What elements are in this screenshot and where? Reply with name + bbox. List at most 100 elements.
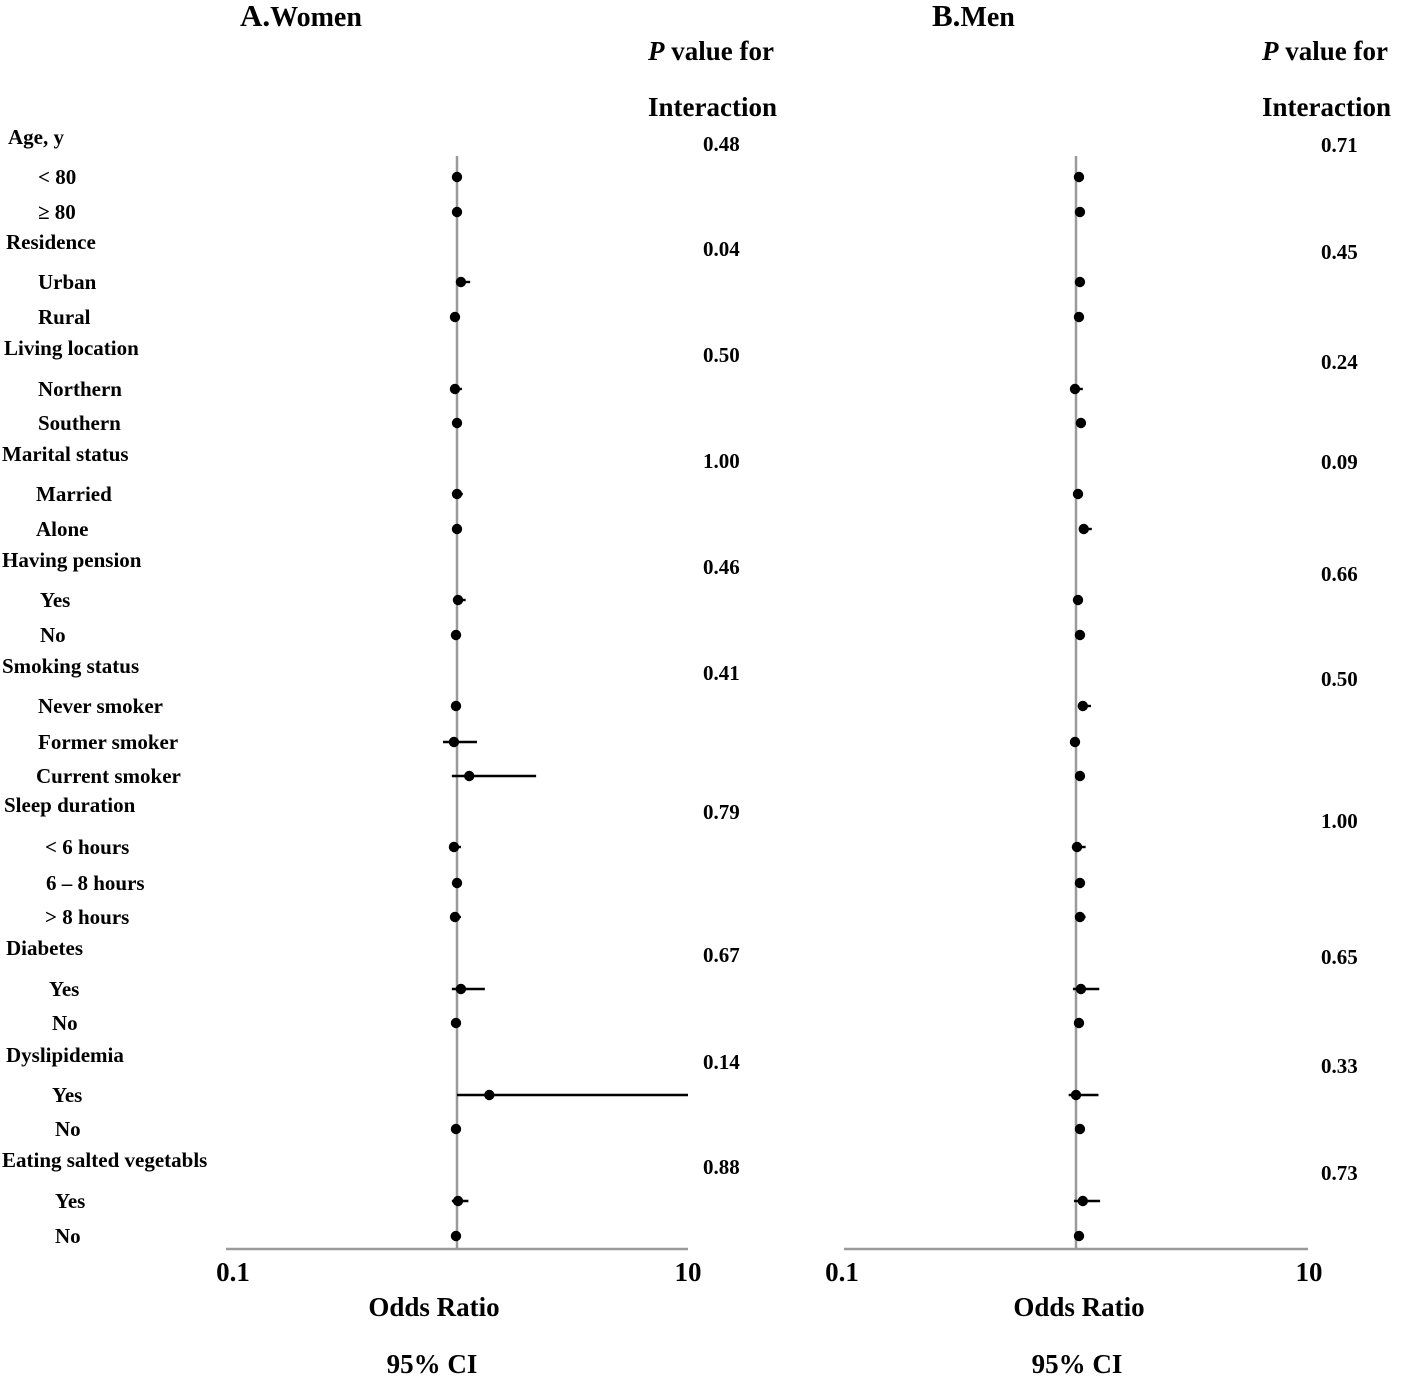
- p-italic: P: [647, 36, 665, 66]
- x-axis-title: Odds Ratio: [368, 1292, 499, 1322]
- group-label: Eating salted vegetabls: [2, 1148, 207, 1172]
- odds-ratio-point: [1074, 877, 1086, 889]
- x-tick-label-max: 10: [675, 1257, 702, 1287]
- subgroup-label: Alone: [36, 517, 89, 541]
- p-value-header-line2: Interaction: [648, 92, 777, 122]
- subgroup-label: Never smoker: [38, 694, 163, 718]
- panel-letter: B.: [932, 0, 960, 33]
- subgroup-label: 6 – 8 hours: [46, 871, 145, 895]
- subgroup-label: Current smoker: [36, 764, 181, 788]
- odds-ratio-point: [1074, 770, 1086, 782]
- p-value-header: P value for: [1261, 36, 1388, 66]
- odds-ratio-point: [452, 594, 464, 606]
- p-value-header: P value for: [647, 36, 774, 66]
- odds-ratio-point: [1072, 488, 1084, 500]
- subgroup-label: Yes: [52, 1083, 82, 1107]
- odds-ratio-point: [450, 1017, 462, 1029]
- odds-ratio-point: [1074, 911, 1086, 923]
- p-header-text: value for: [665, 36, 774, 66]
- group-label: Marital status: [2, 442, 129, 466]
- odds-ratio-point: [1074, 1123, 1086, 1135]
- odds-ratio-point: [451, 488, 463, 500]
- odds-ratio-point: [1074, 629, 1086, 641]
- p-value: 0.79: [703, 800, 740, 824]
- panel-women: A.Women P value for Interaction 0.1 10 Odds R…: [2, 0, 777, 1377]
- odds-ratio-point: [1073, 1230, 1085, 1242]
- odds-ratio-point: [450, 700, 462, 712]
- odds-ratio-point: [448, 841, 460, 853]
- odds-ratio-point: [1074, 276, 1086, 288]
- odds-ratio-point: [1077, 1195, 1089, 1207]
- subgroup-label: < 80: [38, 165, 76, 189]
- odds-ratio-point: [1072, 594, 1084, 606]
- odds-ratio-point: [449, 311, 461, 323]
- odds-ratio-point: [484, 1089, 495, 1101]
- odds-ratio-point: [450, 1123, 462, 1135]
- panel-title: B.Men: [932, 0, 1015, 33]
- x-axis-title: Odds Ratio: [1013, 1292, 1144, 1322]
- p-value: 0.04: [703, 237, 740, 261]
- p-value: 1.00: [1321, 809, 1358, 833]
- odds-ratio-point: [451, 417, 463, 429]
- panel-letter: A.: [240, 0, 270, 33]
- odds-ratio-point: [451, 877, 463, 889]
- odds-ratio-point: [455, 276, 467, 288]
- subgroup-label: Yes: [49, 977, 79, 1001]
- group-label: Diabetes: [6, 936, 83, 960]
- p-value: 0.48: [703, 132, 740, 156]
- subgroup-label: Yes: [55, 1189, 85, 1213]
- odds-ratio-point: [1073, 311, 1085, 323]
- p-value: 0.88: [703, 1155, 740, 1179]
- odds-ratio-point: [1077, 700, 1089, 712]
- subgroup-label: No: [55, 1224, 81, 1248]
- p-italic: P: [1261, 36, 1279, 66]
- subgroup-label: Yes: [40, 588, 70, 612]
- subgroup-label: Rural: [38, 305, 91, 329]
- p-value: 0.14: [703, 1050, 740, 1074]
- subgroup-label: Former smoker: [38, 730, 178, 754]
- odds-ratio-point: [450, 1230, 462, 1242]
- odds-ratio-point: [451, 523, 463, 535]
- subgroup-label: < 6 hours: [45, 835, 129, 859]
- p-value: 0.71: [1321, 133, 1358, 157]
- p-value: 0.24: [1321, 350, 1358, 374]
- subgroup-label: Northern: [38, 377, 122, 401]
- group-label: Dyslipidemia: [6, 1043, 124, 1067]
- odds-ratio-point: [1071, 841, 1083, 853]
- p-value: 0.67: [703, 943, 740, 967]
- p-value: 0.45: [1321, 240, 1358, 264]
- p-value: 0.41: [703, 661, 740, 685]
- odds-ratio-point: [1075, 417, 1087, 429]
- odds-ratio-point: [1069, 736, 1081, 748]
- p-value: 0.65: [1321, 945, 1358, 969]
- group-label: Smoking status: [2, 654, 139, 678]
- panel-title: A.Women: [240, 0, 362, 33]
- group-label: Living location: [4, 336, 139, 360]
- odds-ratio-point: [1069, 383, 1081, 395]
- p-header-text: value for: [1279, 36, 1388, 66]
- p-value: 0.66: [1321, 562, 1358, 586]
- odds-ratio-point: [1073, 1017, 1085, 1029]
- p-value-header-line2: Interaction: [1262, 92, 1391, 122]
- odds-ratio-point: [464, 770, 475, 782]
- odds-ratio-point: [451, 171, 463, 183]
- panel-title-text: Men: [960, 2, 1015, 33]
- p-value: 0.50: [703, 343, 740, 367]
- p-value: 0.46: [703, 555, 740, 579]
- p-value: 0.33: [1321, 1054, 1358, 1078]
- x-axis-subtitle: 95% CI: [387, 1349, 478, 1377]
- group-label: Residence: [6, 230, 96, 254]
- odds-ratio-point: [1073, 171, 1085, 183]
- subgroup-label: No: [55, 1117, 81, 1141]
- odds-ratio-point: [448, 736, 460, 748]
- x-axis-subtitle: 95% CI: [1032, 1349, 1123, 1377]
- panel-men: B.Men P value for Interaction 0.1 10 Odds Rat…: [825, 0, 1391, 1377]
- p-value: 0.50: [1321, 667, 1358, 691]
- x-tick-label-min: 0.1: [216, 1257, 250, 1287]
- odds-ratio-point: [449, 911, 461, 923]
- subgroup-label: Southern: [38, 411, 121, 435]
- subgroup-label: Married: [36, 482, 112, 506]
- odds-ratio-point: [1075, 983, 1087, 995]
- panel-title-text: Women: [270, 2, 362, 33]
- p-value: 1.00: [703, 449, 740, 473]
